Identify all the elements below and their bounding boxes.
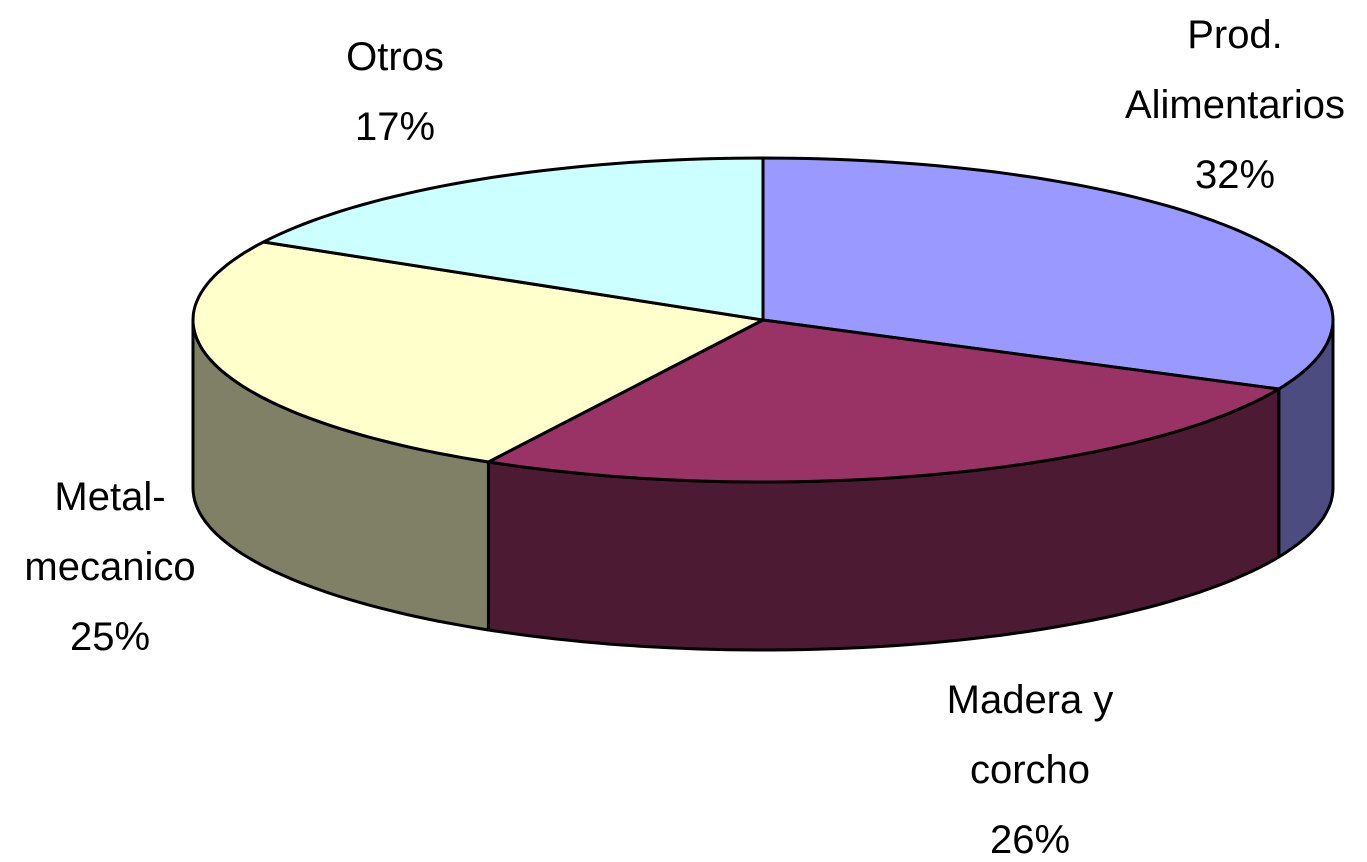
slice-label: Prod. Alimentarios 32% [1100, 0, 1367, 210]
value-label: 17% [354, 105, 436, 149]
category-label: Madera y corcho [946, 678, 1114, 792]
category-label: Metal-mecanico [24, 475, 196, 589]
slice [761, 156, 1335, 391]
value-label: 32% [1194, 153, 1276, 197]
category-label: Otros [346, 35, 444, 79]
slice-label: Otros 17% [300, 22, 490, 162]
slice [262, 156, 765, 322]
value-label: 26% [989, 818, 1071, 862]
slice [191, 240, 765, 464]
category-label: Prod. Alimentarios [1124, 13, 1346, 127]
slice-label: Madera y corcho 26% [915, 665, 1145, 862]
slice-label: Metal-mecanico 25% [10, 462, 210, 672]
value-label: 25% [69, 615, 151, 659]
